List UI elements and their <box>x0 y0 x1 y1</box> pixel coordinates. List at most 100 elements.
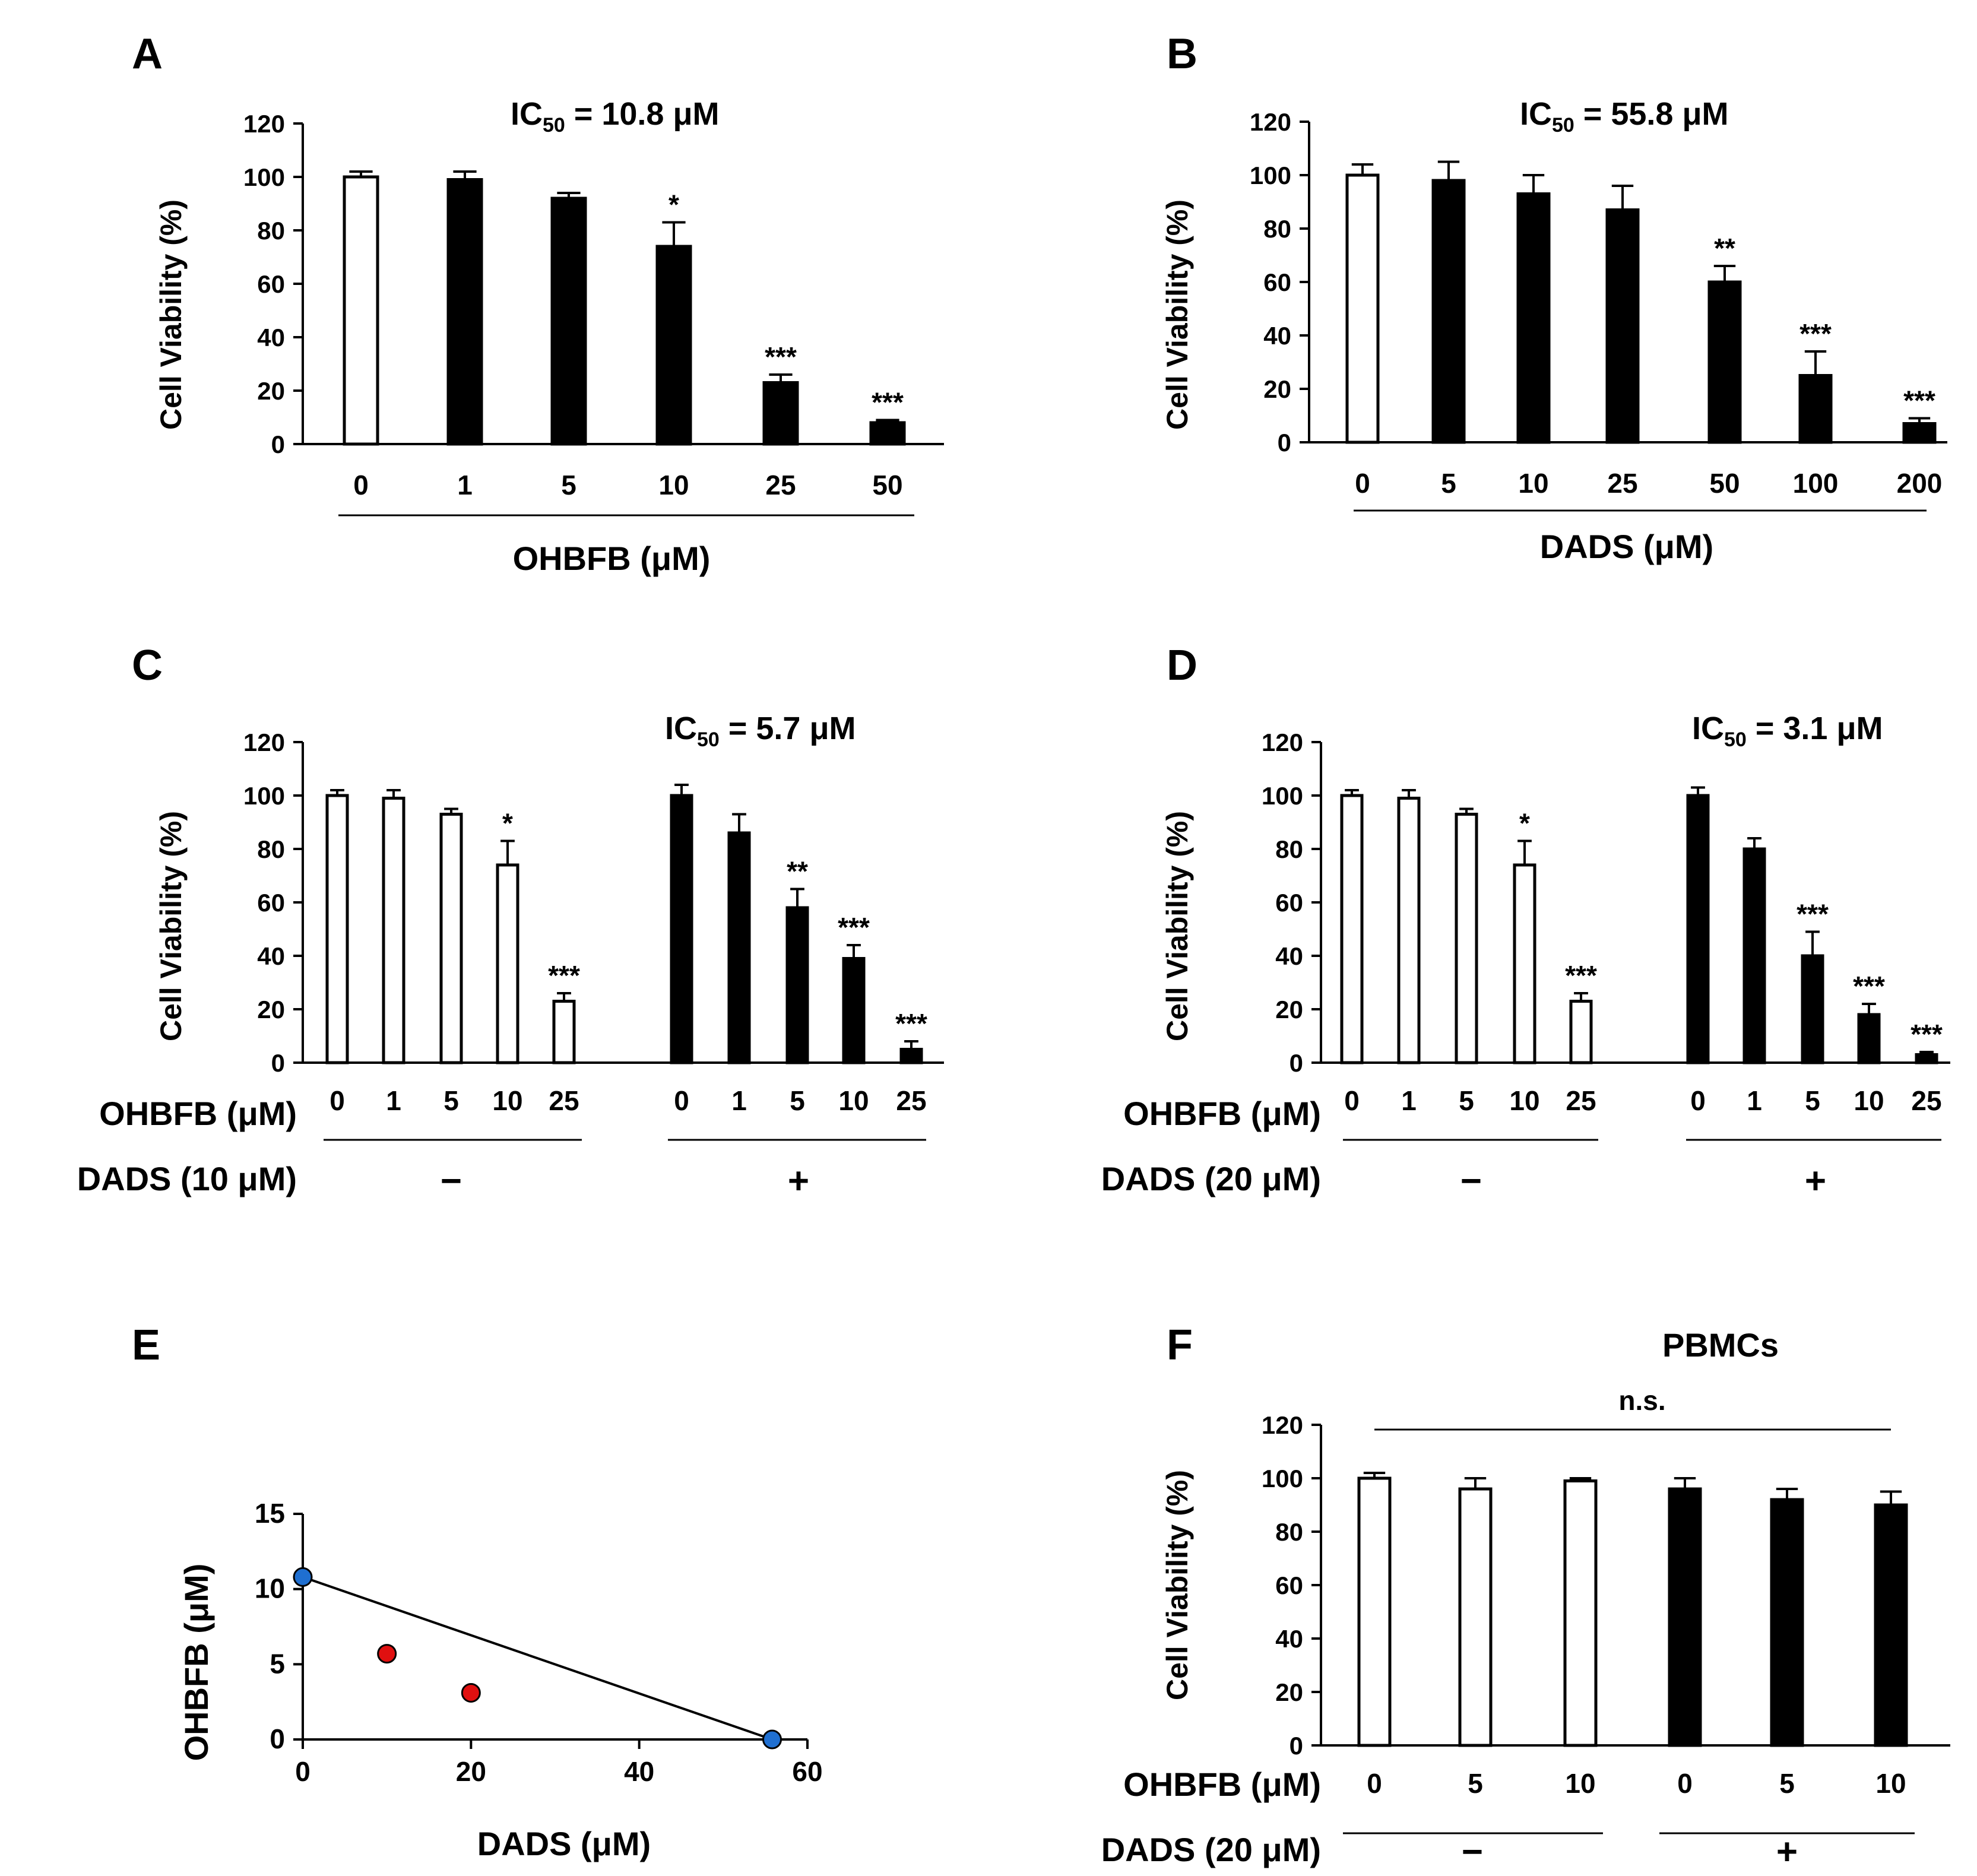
scatter-point-e <box>461 1682 481 1703</box>
ic50-title-a: IC50 = 10.8 μM <box>511 96 720 137</box>
scatter-point-e <box>293 1567 313 1587</box>
x-tick-label-C: 1 <box>386 1085 401 1116</box>
x-tick-label-D: 10 <box>1854 1085 1884 1116</box>
y-tick-label-D: 60 <box>1275 889 1303 917</box>
ic50-title-d: IC50 = 3.1 μM <box>1692 711 1883 751</box>
x-tick-label-A: 0 <box>353 470 369 500</box>
y-tick-label-A: 100 <box>243 163 285 191</box>
y-tick-label-A: 60 <box>257 270 285 298</box>
significance-label-B: *** <box>1799 318 1832 349</box>
bar-F <box>1874 1503 1908 1747</box>
x-tick-label-B: 10 <box>1518 468 1548 499</box>
y-tick-label-C: 0 <box>271 1049 285 1077</box>
significance-label-A: * <box>668 189 679 220</box>
bar-F <box>1668 1487 1702 1747</box>
y-tick-label-C: 40 <box>257 942 285 970</box>
group-sign-minus-c: − <box>441 1161 462 1202</box>
y-tick-label-F: 100 <box>1262 1465 1303 1492</box>
bar-C <box>552 1000 576 1064</box>
scatter-point-e <box>762 1729 782 1750</box>
panel-letter-b: B <box>1167 30 1197 78</box>
y-tick-label-B: 40 <box>1263 322 1291 350</box>
bar-C <box>727 831 751 1064</box>
y-tick-label-A: 120 <box>243 110 285 138</box>
row-label-ohbfb-c: OHBFB (μM) <box>99 1095 297 1132</box>
x-tick-label-C: 10 <box>838 1085 869 1116</box>
bar-C <box>842 957 866 1064</box>
group-sign-plus-d: + <box>1805 1161 1826 1202</box>
chart-title-f: PBMCs <box>1662 1326 1779 1364</box>
x-tick-label-D: 5 <box>1459 1085 1474 1116</box>
bar-D <box>1397 797 1421 1064</box>
y-axis-title-e: OHBFB (μM) <box>178 1564 215 1761</box>
x-tick-label-C: 1 <box>731 1085 747 1116</box>
x-tick-label-A: 5 <box>561 470 576 500</box>
y-tick-label-e: 10 <box>255 1573 285 1604</box>
x-tick-label-e: 0 <box>295 1756 311 1787</box>
y-tick-label-A: 20 <box>257 377 285 405</box>
y-tick-label-F: 120 <box>1262 1411 1303 1439</box>
bar-C <box>439 813 463 1064</box>
x-tick-label-B: 50 <box>1709 468 1740 499</box>
y-tick-label-F: 80 <box>1275 1518 1303 1546</box>
row-label-ohbfb-f: OHBFB (μM) <box>1123 1766 1321 1803</box>
y-tick-label-C: 20 <box>257 996 285 1023</box>
y-axis-title-f: Cell Viability (%) <box>1161 1470 1194 1700</box>
y-tick-label-C: 80 <box>257 835 285 863</box>
bar-D <box>1340 794 1364 1064</box>
y-tick-label-B: 20 <box>1263 375 1291 403</box>
x-axis-title-a: OHBFB (μM) <box>513 540 711 577</box>
bar-B <box>1902 422 1937 444</box>
x-tick-label-A: 25 <box>765 470 796 500</box>
significance-label-D: *** <box>1565 960 1597 991</box>
y-tick-label-D: 0 <box>1290 1049 1303 1077</box>
bar-B <box>1707 280 1742 444</box>
significance-label-D: *** <box>1853 971 1885 1002</box>
panel-letter-d: D <box>1167 642 1197 689</box>
y-tick-label-A: 80 <box>257 217 285 245</box>
significance-label-D: * <box>1519 808 1530 839</box>
x-tick-label-D: 25 <box>1566 1085 1596 1116</box>
x-tick-label-F: 10 <box>1875 1768 1906 1799</box>
x-tick-label-e: 60 <box>792 1756 822 1787</box>
bar-C <box>496 863 519 1064</box>
bar-C <box>785 906 809 1064</box>
significance-label-B: *** <box>1903 385 1935 416</box>
y-tick-label-F: 0 <box>1290 1732 1303 1760</box>
y-tick-label-D: 40 <box>1275 942 1303 970</box>
x-tick-label-D: 25 <box>1911 1085 1941 1116</box>
bar-D <box>1915 1053 1938 1064</box>
y-axis-title-d: Cell Viability (%) <box>1161 811 1194 1041</box>
bar-A <box>762 381 799 446</box>
bar-A <box>343 175 379 446</box>
ic50-title-c: IC50 = 5.7 μM <box>665 711 856 751</box>
bar-B <box>1798 374 1833 444</box>
x-tick-label-D: 5 <box>1805 1085 1820 1116</box>
bar-A <box>446 178 483 446</box>
y-tick-label-B: 0 <box>1278 429 1291 457</box>
x-tick-label-e: 20 <box>456 1756 486 1787</box>
x-tick-label-e: 40 <box>624 1756 654 1787</box>
y-tick-label-F: 20 <box>1275 1678 1303 1706</box>
bar-A <box>869 421 906 446</box>
x-tick-label-B: 100 <box>1793 468 1839 499</box>
significance-label-B: ** <box>1714 233 1735 264</box>
y-tick-label-C: 60 <box>257 889 285 917</box>
y-tick-label-D: 120 <box>1262 728 1303 756</box>
group-sign-minus-f: − <box>1462 1831 1483 1872</box>
row-label-dads-f: DADS (20 μM) <box>1101 1831 1321 1868</box>
bar-F <box>1770 1498 1804 1747</box>
y-tick-label-F: 60 <box>1275 1571 1303 1599</box>
bar-B <box>1345 173 1380 444</box>
y-tick-label-A: 40 <box>257 324 285 351</box>
y-axis-title-a: Cell Viability (%) <box>154 199 188 430</box>
x-tick-label-C: 0 <box>674 1085 689 1116</box>
bar-D <box>1513 863 1536 1064</box>
bar-D <box>1801 954 1824 1064</box>
bar-B <box>1605 208 1640 444</box>
x-tick-label-B: 200 <box>1897 468 1943 499</box>
y-tick-label-B: 60 <box>1263 268 1291 296</box>
x-tick-label-C: 5 <box>443 1085 459 1116</box>
